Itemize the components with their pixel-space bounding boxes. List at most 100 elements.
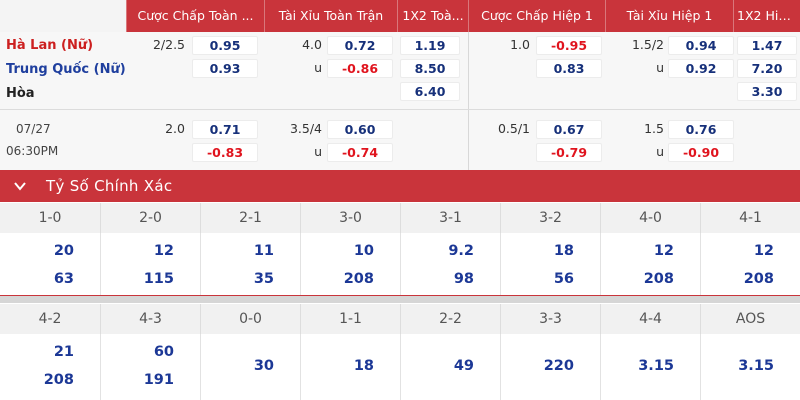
score-odd-top[interactable]: 11	[253, 243, 274, 259]
cell-divider	[600, 334, 601, 400]
cell-divider	[200, 233, 201, 295]
hdp-home-odd[interactable]: 0.95	[192, 36, 258, 55]
alt-ou-under-odd[interactable]: -0.74	[327, 143, 393, 162]
ou-line: 4.0	[302, 37, 322, 52]
score-odd-single[interactable]: 3.15	[638, 358, 674, 374]
h1-x12-home-odd[interactable]: 1.47	[737, 36, 797, 55]
h1-x12-draw-odd[interactable]: 3.30	[737, 82, 797, 101]
market-header: Cược Chấp Toàn ... Tài Xỉu Toàn Trận 1X2…	[0, 0, 800, 32]
h1-ou-under-odd[interactable]: 0.92	[668, 59, 734, 78]
score-odd-aos[interactable]: 3.15	[738, 358, 774, 374]
score-odd-single[interactable]: 220	[543, 358, 574, 374]
score-label: 1-0	[38, 210, 62, 226]
score-odd-bottom[interactable]: 191	[143, 372, 174, 388]
alt-hdp-home-odd[interactable]: 0.71	[192, 120, 258, 139]
cell-divider	[500, 334, 501, 400]
x12-draw-odd[interactable]: 6.40	[400, 82, 460, 101]
col-1x2-full[interactable]: 1X2 Toà...	[397, 0, 468, 32]
score-header-row-2: 4-2 4-3 0-0 1-1 2-2 3-3 4-4 AOS	[0, 304, 800, 334]
score-label: 3-3	[500, 304, 600, 334]
score-odd-bottom[interactable]: 56	[553, 271, 574, 287]
score-label: 3-0	[300, 203, 400, 233]
score-odd-bottom[interactable]: 208	[743, 271, 774, 287]
cell-divider	[400, 334, 401, 400]
score-odd-top[interactable]: 21	[53, 344, 74, 360]
score-odd-top[interactable]: 60	[153, 344, 174, 360]
score-odd-top[interactable]: 18	[553, 243, 574, 259]
correct-score-title: Tỷ Số Chính Xác	[46, 177, 173, 195]
h1-x12-away-odd[interactable]: 7.20	[737, 59, 797, 78]
header-blank	[0, 0, 126, 32]
x12-home-odd[interactable]: 1.19	[400, 36, 460, 55]
match-date: 07/27	[16, 122, 51, 136]
half-divider	[468, 32, 469, 170]
score-odd-top[interactable]: 12	[153, 243, 174, 259]
score-label: AOS	[700, 304, 800, 334]
score-odd-bottom[interactable]: 208	[43, 372, 74, 388]
alt-h1-ou-under-odd[interactable]: -0.90	[668, 143, 734, 162]
away-team: Trung Quốc (Nữ)	[6, 62, 126, 77]
cell-divider	[300, 334, 301, 400]
alt-ou-over-odd[interactable]: 0.60	[327, 120, 393, 139]
score-odd-single[interactable]: 49	[453, 358, 474, 374]
col-handicap-h1[interactable]: Cược Chấp Hiệp 1	[468, 0, 605, 32]
score-label: 2-1	[200, 203, 300, 233]
h1-hdp-home-odd[interactable]: -0.95	[536, 36, 602, 55]
ou-under-odd[interactable]: -0.86	[327, 59, 393, 78]
h1-ou-line: 1.5/2	[631, 37, 664, 52]
chevron-down-icon[interactable]	[12, 178, 28, 194]
score-odd-top[interactable]: 20	[53, 243, 74, 259]
col-1x2-h1[interactable]: 1X2 Hiệ...	[733, 0, 800, 32]
score-label: 1-1	[300, 304, 400, 334]
score-label: 4-4	[600, 304, 700, 334]
h1-hdp-away-odd[interactable]: 0.83	[536, 59, 602, 78]
alt-ou-line: 3.5/4	[289, 121, 322, 136]
cell-divider	[300, 233, 301, 295]
score-label: 4-3	[100, 304, 200, 334]
score-odd-top[interactable]: 12	[753, 243, 774, 259]
cell-divider	[200, 334, 201, 400]
alt-h1-ou-line: 1.5	[644, 121, 664, 136]
score-odd-top[interactable]: 9.2	[448, 243, 474, 259]
h1-ou-over-odd[interactable]: 0.94	[668, 36, 734, 55]
score-odd-bottom[interactable]: 63	[53, 271, 74, 287]
score-odd-single[interactable]: 30	[253, 358, 274, 374]
hdp-away-odd[interactable]: 0.93	[192, 59, 258, 78]
alt-h1-ou-over-odd[interactable]: 0.76	[668, 120, 734, 139]
alt-h1-hdp-away-odd[interactable]: -0.79	[536, 143, 602, 162]
col-overunder-full[interactable]: Tài Xỉu Toàn Trận	[264, 0, 397, 32]
alt-h1-hdp-line: 0.5/1	[497, 121, 530, 136]
score-odd-bottom[interactable]: 35	[253, 271, 274, 287]
alt-hdp-line: 2.0	[165, 121, 185, 136]
col-overunder-h1[interactable]: Tài Xỉu Hiệp 1	[605, 0, 733, 32]
score-odd-bottom[interactable]: 115	[143, 271, 174, 287]
row-divider	[0, 109, 800, 110]
alt-hdp-away-odd[interactable]: -0.83	[192, 143, 258, 162]
x12-away-odd[interactable]: 8.50	[400, 59, 460, 78]
cell-divider	[500, 233, 501, 295]
cell-divider	[100, 334, 101, 400]
score-label: 2-0	[100, 203, 200, 233]
score-label: 4-1	[700, 203, 800, 233]
ou-over-odd[interactable]: 0.72	[327, 36, 393, 55]
score-odd-single[interactable]: 18	[353, 358, 374, 374]
home-team: Hà Lan (Nữ)	[6, 38, 94, 53]
score-label: 0-0	[200, 304, 300, 334]
score-odd-top[interactable]: 12	[653, 243, 674, 259]
col-handicap-full[interactable]: Cược Chấp Toàn ...	[126, 0, 264, 32]
draw-label: Hòa	[6, 86, 35, 101]
alt-ou-under-label: u	[314, 144, 322, 159]
score-odd-top[interactable]: 10	[353, 243, 374, 259]
alt-h1-hdp-home-odd[interactable]: 0.67	[536, 120, 602, 139]
match-odds-panel	[0, 32, 800, 170]
h1-ou-under-label: u	[656, 60, 664, 75]
score-odd-bottom[interactable]: 98	[453, 271, 474, 287]
cell-divider	[100, 233, 101, 295]
cell-divider	[700, 334, 701, 400]
correct-score-header[interactable]: Tỷ Số Chính Xác	[0, 170, 800, 202]
score-odd-bottom[interactable]: 208	[643, 271, 674, 287]
ou-under-label: u	[314, 60, 322, 75]
score-odd-bottom[interactable]: 208	[343, 271, 374, 287]
match-time: 06:30PM	[6, 144, 59, 158]
